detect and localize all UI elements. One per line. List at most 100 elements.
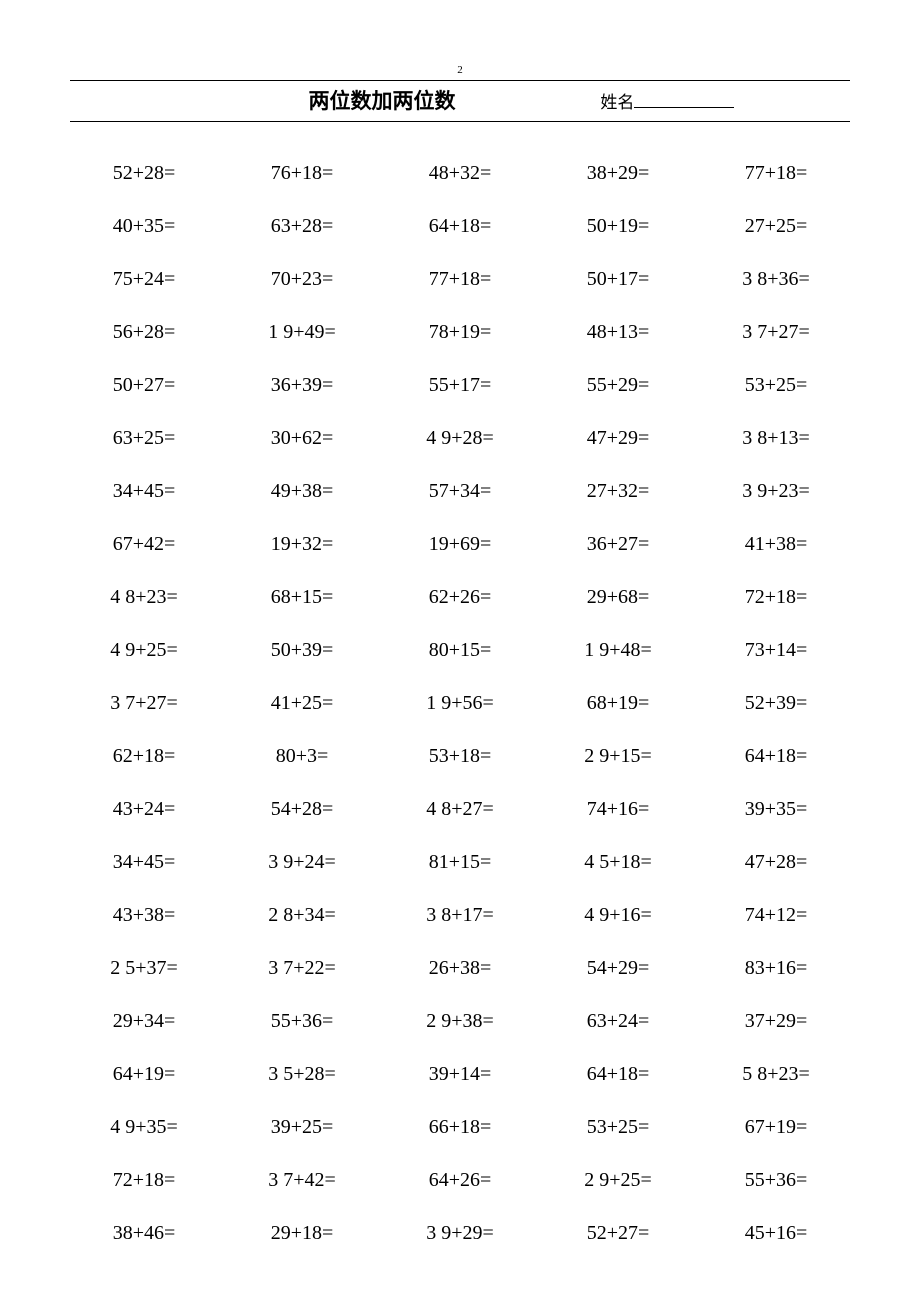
problem-cell: 55+29=	[544, 374, 692, 397]
problem-cell: 1 9+49=	[228, 321, 376, 344]
problem-cell: 53+18=	[386, 745, 534, 768]
problem-cell: 4 9+28=	[386, 427, 534, 450]
problem-cell: 73+14=	[702, 639, 850, 662]
problem-cell: 52+27=	[544, 1222, 692, 1245]
problem-cell: 37+29=	[702, 1010, 850, 1033]
problem-cell: 74+12=	[702, 904, 850, 927]
problem-cell: 43+24=	[70, 798, 218, 821]
problem-cell: 70+23=	[228, 268, 376, 291]
name-label: 姓名	[600, 93, 634, 112]
problem-cell: 75+24=	[70, 268, 218, 291]
problem-cell: 36+27=	[544, 533, 692, 556]
problem-cell: 77+18=	[386, 268, 534, 291]
problem-cell: 81+15=	[386, 851, 534, 874]
problem-cell: 49+38=	[228, 480, 376, 503]
problem-cell: 63+28=	[228, 215, 376, 238]
problem-cell: 4 5+18=	[544, 851, 692, 874]
problem-cell: 48+13=	[544, 321, 692, 344]
name-field: 姓名	[600, 88, 734, 113]
problem-cell: 54+28=	[228, 798, 376, 821]
problem-cell: 36+39=	[228, 374, 376, 397]
problem-cell: 34+45=	[70, 851, 218, 874]
problem-cell: 3 8+13=	[702, 427, 850, 450]
problem-cell: 38+29=	[544, 162, 692, 185]
problem-cell: 29+34=	[70, 1010, 218, 1033]
problem-cell: 27+32=	[544, 480, 692, 503]
problem-cell: 41+38=	[702, 533, 850, 556]
problem-cell: 68+19=	[544, 692, 692, 715]
problem-cell: 80+3=	[228, 745, 376, 768]
problem-cell: 72+18=	[702, 586, 850, 609]
problem-cell: 19+69=	[386, 533, 534, 556]
problem-cell: 52+28=	[70, 162, 218, 185]
problem-cell: 41+25=	[228, 692, 376, 715]
problem-cell: 4 9+25=	[70, 639, 218, 662]
problem-cell: 3 7+22=	[228, 957, 376, 980]
problem-cell: 3 8+36=	[702, 268, 850, 291]
problem-cell: 3 9+29=	[386, 1222, 534, 1245]
problem-cell: 38+46=	[70, 1222, 218, 1245]
problem-cell: 2 5+37=	[70, 957, 218, 980]
header-row: 两位数加两位数 姓名	[70, 85, 850, 122]
problem-cell: 29+68=	[544, 586, 692, 609]
problem-cell: 47+28=	[702, 851, 850, 874]
problem-cell: 64+18=	[544, 1063, 692, 1086]
worksheet-title: 两位数加两位数	[273, 85, 491, 115]
problem-cell: 4 9+16=	[544, 904, 692, 927]
problem-cell: 77+18=	[702, 162, 850, 185]
problem-cell: 39+14=	[386, 1063, 534, 1086]
problem-cell: 53+25=	[702, 374, 850, 397]
problem-cell: 5 8+23=	[702, 1063, 850, 1086]
problem-cell: 54+29=	[544, 957, 692, 980]
problem-cell: 1 9+56=	[386, 692, 534, 715]
problem-cell: 67+42=	[70, 533, 218, 556]
problem-cell: 27+25=	[702, 215, 850, 238]
problem-cell: 3 7+27=	[70, 692, 218, 715]
problem-cell: 68+15=	[228, 586, 376, 609]
problem-cell: 45+16=	[702, 1222, 850, 1245]
problem-cell: 80+15=	[386, 639, 534, 662]
problem-cell: 2 8+34=	[228, 904, 376, 927]
problem-cell: 50+39=	[228, 639, 376, 662]
problem-cell: 83+16=	[702, 957, 850, 980]
name-blank	[634, 92, 734, 108]
page-number: 2	[457, 64, 463, 76]
problem-cell: 39+25=	[228, 1116, 376, 1139]
problem-cell: 62+26=	[386, 586, 534, 609]
problem-cell: 50+17=	[544, 268, 692, 291]
problem-cell: 40+35=	[70, 215, 218, 238]
problem-cell: 2 9+25=	[544, 1169, 692, 1192]
page-number-rule: 2	[70, 60, 850, 81]
problem-cell: 64+26=	[386, 1169, 534, 1192]
problem-cell: 34+45=	[70, 480, 218, 503]
problem-cell: 66+18=	[386, 1116, 534, 1139]
problem-cell: 19+32=	[228, 533, 376, 556]
problem-cell: 72+18=	[70, 1169, 218, 1192]
problem-cell: 3 9+23=	[702, 480, 850, 503]
problem-cell: 56+28=	[70, 321, 218, 344]
problem-cell: 78+19=	[386, 321, 534, 344]
problem-cell: 53+25=	[544, 1116, 692, 1139]
problem-cell: 55+17=	[386, 374, 534, 397]
problem-cell: 26+38=	[386, 957, 534, 980]
problem-cell: 55+36=	[228, 1010, 376, 1033]
problem-cell: 50+27=	[70, 374, 218, 397]
problem-cell: 47+29=	[544, 427, 692, 450]
problem-cell: 76+18=	[228, 162, 376, 185]
problem-cell: 67+19=	[702, 1116, 850, 1139]
problem-cell: 43+38=	[70, 904, 218, 927]
problem-cell: 64+18=	[386, 215, 534, 238]
problem-cell: 50+19=	[544, 215, 692, 238]
problem-cell: 74+16=	[544, 798, 692, 821]
problem-cell: 4 8+23=	[70, 586, 218, 609]
problem-cell: 3 8+17=	[386, 904, 534, 927]
problem-cell: 57+34=	[386, 480, 534, 503]
problem-cell: 3 9+24=	[228, 851, 376, 874]
problems-grid: 52+28= 76+18= 48+32= 38+29= 77+18= 40+35= 63+2…	[70, 162, 850, 1245]
problem-cell: 63+24=	[544, 1010, 692, 1033]
problem-cell: 64+18=	[702, 745, 850, 768]
problem-cell: 48+32=	[386, 162, 534, 185]
problem-cell: 3 5+28=	[228, 1063, 376, 1086]
problem-cell: 3 7+42=	[228, 1169, 376, 1192]
problem-cell: 39+35=	[702, 798, 850, 821]
